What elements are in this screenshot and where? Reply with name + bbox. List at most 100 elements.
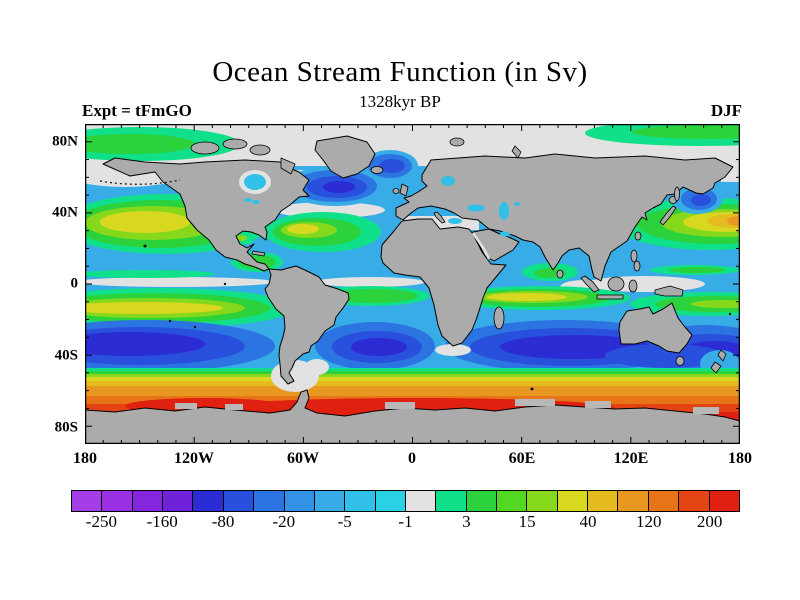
caspian-sea	[499, 202, 509, 220]
lon-tick-60e: 60E	[508, 450, 536, 467]
colorbar-label: -160	[146, 512, 178, 531]
red-sea	[471, 232, 491, 260]
new-zealand-north	[717, 349, 727, 362]
sumatra	[580, 275, 600, 293]
islands	[190, 137, 727, 374]
baltic-sea	[441, 176, 455, 186]
antarctica	[85, 389, 740, 444]
madagascar	[493, 306, 505, 330]
colorbar-cell-16	[556, 491, 588, 511]
colorbar-cell-4	[192, 491, 223, 511]
lon-tick-120e: 120E	[613, 450, 649, 467]
map-frame	[85, 124, 740, 444]
lat-tick-40n: 40N	[52, 204, 78, 221]
small-island-dots	[99, 179, 732, 391]
persian-gulf	[500, 231, 510, 237]
philippines-1	[630, 249, 638, 263]
tasmania	[675, 356, 685, 366]
colorbar-cell-3	[162, 491, 193, 511]
colorbar-label: -1	[398, 512, 413, 531]
sakhalin	[674, 186, 680, 202]
arabia	[472, 228, 520, 262]
eurasia	[395, 153, 734, 282]
colorbar-cell-1	[101, 491, 132, 511]
colorbar-cell-5	[222, 491, 254, 511]
south-america	[264, 265, 350, 385]
plot-title: Ocean Stream Function (in Sv)	[212, 56, 588, 88]
uk	[399, 183, 409, 197]
colorbar-cell-8	[313, 491, 345, 511]
java	[596, 294, 624, 300]
new-zealand-south	[710, 361, 722, 374]
inland-seas	[239, 170, 520, 260]
arctic-island-1	[190, 141, 220, 155]
colorbar	[71, 490, 740, 512]
colorbar-cell-19	[647, 491, 679, 511]
colorbar-cell-18	[617, 491, 648, 511]
lat-tick-80n: 80N	[52, 133, 78, 150]
colorbar-cell-20	[678, 491, 709, 511]
colorbar-cell-17	[587, 491, 618, 511]
colorbar-cell-9	[344, 491, 375, 511]
lat-tick-40s: 40S	[54, 347, 78, 364]
colorbar-cell-0	[72, 491, 102, 511]
colorbar-label: 200	[696, 512, 723, 531]
africa	[380, 218, 507, 347]
colorbar-cell-13	[465, 491, 497, 511]
lat-tick-0: 0	[70, 275, 79, 292]
philippines-2	[633, 260, 641, 272]
antarctic-land-mask-steps	[175, 399, 719, 414]
great-lake-1	[244, 198, 252, 202]
colorbar-label: -5	[337, 512, 352, 531]
plot-subtitle: 1328kyr BP	[359, 92, 441, 111]
japan-honshu	[659, 205, 677, 226]
colorbar-cell-14	[496, 491, 527, 511]
australia	[618, 302, 693, 354]
colorbar-cell-7	[283, 491, 314, 511]
south-pacific-island-2	[193, 325, 197, 329]
colorbar-label: 120	[636, 512, 662, 531]
sulawesi	[628, 279, 638, 293]
arctic-island-2	[222, 138, 248, 150]
lon-tick-0: 0	[408, 450, 416, 467]
colorbar-label: -20	[272, 512, 296, 531]
lat-tick-80s: 80S	[54, 419, 78, 436]
borneo	[607, 276, 625, 292]
colorbar-label: -250	[85, 512, 117, 531]
colorbar-cell-11	[404, 491, 436, 511]
colorbar-labels: -250 -160 -80 -20 -5 -1 3 15 40 120 200	[71, 512, 740, 534]
novaya-zemlya	[511, 145, 522, 159]
kerguelen	[530, 387, 534, 391]
great-lake-2	[252, 200, 260, 204]
arctic-island-3	[249, 144, 271, 156]
sri-lanka	[556, 269, 564, 279]
taiwan	[634, 231, 642, 241]
stream-function-map	[85, 124, 740, 444]
hudson-bay	[244, 174, 266, 190]
new-guinea	[654, 285, 684, 297]
experiment-label: Expt = tFmGO	[82, 101, 192, 120]
colorbar-label: 15	[518, 512, 536, 531]
south-pacific-island-1	[168, 319, 172, 323]
colorbar-cell-10	[374, 491, 405, 511]
fiji	[728, 312, 732, 316]
aleutian-arc	[99, 179, 181, 185]
greenland	[314, 135, 376, 179]
baffin-island	[280, 157, 296, 175]
svalbard	[449, 137, 465, 147]
season-label: DJF	[710, 101, 742, 120]
colorbar-cell-2	[131, 491, 163, 511]
colorbar-cell-6	[253, 491, 284, 511]
iceland	[370, 166, 384, 174]
hawaii	[143, 244, 147, 248]
black-sea	[467, 204, 485, 212]
lon-tick-60w: 60W	[287, 450, 319, 467]
colorbar-cell-21	[708, 491, 739, 511]
colorbar-label: -80	[211, 512, 235, 531]
colorbar-label: 40	[579, 512, 597, 531]
lon-tick-180e: 180	[728, 450, 752, 467]
map-panel	[85, 124, 740, 444]
lon-tick-180w: 180	[73, 450, 97, 467]
lon-tick-120w: 120W	[174, 450, 214, 467]
